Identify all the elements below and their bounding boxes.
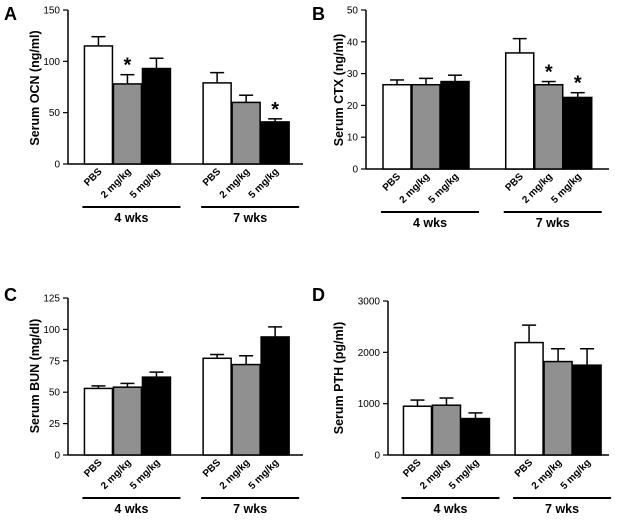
significance-marker: *: [271, 99, 279, 121]
y-axis-label: Serum PTH (pg/ml): [332, 322, 346, 435]
bar: [83, 387, 114, 456]
x-tick-label: 2 mg/kg: [418, 457, 453, 492]
y-tick-label: 0: [54, 451, 60, 462]
bar: [83, 45, 114, 165]
bar: [202, 82, 232, 165]
x-tick-label: 5 mg/kg: [128, 457, 163, 492]
y-tick-label: 50: [347, 6, 359, 17]
y-tick-label: 0: [54, 160, 60, 171]
y-axis-label: Serum BUN (mg/dl): [28, 319, 42, 434]
bar: [382, 83, 412, 170]
x-tick-label: PBS: [201, 166, 224, 189]
group-label: 7 wks: [536, 216, 570, 230]
bar: [440, 80, 470, 170]
x-tick-label: PBS: [82, 166, 105, 189]
group-label: 4 wks: [413, 216, 447, 230]
bar: [112, 83, 143, 165]
x-tick-label: PBS: [401, 457, 424, 480]
x-tick-label: 2 mg/kg: [218, 166, 253, 201]
x-tick-label: 5 mg/kg: [549, 171, 584, 206]
bar: [514, 341, 544, 456]
x-tick-label: PBS: [513, 457, 536, 480]
panel-letter: B: [312, 4, 325, 24]
panel-letter: C: [4, 285, 17, 305]
bar: [504, 52, 535, 170]
x-tick-label: 2 mg/kg: [99, 457, 134, 492]
y-tick-label: 30: [347, 69, 359, 80]
y-tick-label: 3000: [358, 297, 381, 308]
y-tick-label: 50: [49, 388, 61, 399]
bar: [543, 360, 573, 456]
y-tick-label: 150: [43, 6, 60, 17]
y-tick-label: 2000: [358, 348, 381, 359]
x-tick-label: 5 mg/kg: [447, 457, 482, 492]
group-label: 7 wks: [545, 502, 579, 516]
y-tick-label: 75: [49, 356, 61, 367]
x-tick-label: 2 mg/kg: [99, 166, 134, 201]
y-tick-label: 50: [49, 108, 61, 119]
x-tick-label: 5 mg/kg: [247, 457, 282, 492]
panel-letter: A: [4, 4, 17, 24]
significance-marker: *: [124, 55, 132, 77]
bar: [141, 67, 172, 165]
x-tick-label: 2 mg/kg: [218, 457, 253, 492]
y-tick-label: 100: [43, 325, 60, 336]
y-tick-label: 0: [352, 165, 358, 176]
group-label: 7 wks: [233, 502, 267, 516]
bar: [402, 405, 433, 456]
x-tick-label: PBS: [82, 457, 105, 480]
x-tick-label: 5 mg/kg: [559, 457, 594, 492]
x-tick-label: 5 mg/kg: [128, 166, 163, 201]
y-axis-label: Serum OCN (ng/ml): [28, 30, 42, 145]
y-tick-label: 20: [347, 101, 359, 112]
bar: [533, 83, 564, 170]
group-label: 4 wks: [114, 502, 148, 516]
x-tick-label: PBS: [504, 171, 527, 194]
bar: [460, 417, 491, 456]
bar: [231, 363, 261, 456]
bar: [260, 336, 290, 456]
y-tick-label: 40: [347, 37, 359, 48]
panel-letter: D: [312, 285, 325, 305]
y-tick-label: 10: [347, 133, 359, 144]
bar: [141, 376, 172, 456]
bar: [112, 386, 143, 456]
bar: [562, 96, 593, 170]
y-tick-label: 0: [374, 451, 380, 462]
x-tick-label: 2 mg/kg: [520, 171, 555, 206]
x-tick-label: 2 mg/kg: [398, 171, 433, 206]
x-tick-label: PBS: [201, 457, 224, 480]
y-tick-label: 125: [43, 294, 60, 305]
bar: [411, 83, 441, 170]
bar: [231, 101, 261, 165]
group-label: 7 wks: [233, 211, 267, 225]
y-tick-label: 25: [49, 419, 61, 430]
y-axis-label: Serum CTX (ng/ml): [332, 34, 346, 147]
bar: [202, 357, 232, 456]
bar: [431, 404, 462, 456]
significance-marker: *: [574, 73, 582, 95]
x-tick-label: PBS: [381, 171, 404, 194]
y-tick-label: 1000: [358, 399, 381, 410]
x-tick-label: 5 mg/kg: [427, 171, 462, 206]
x-tick-label: 2 mg/kg: [530, 457, 565, 492]
y-tick-label: 100: [43, 57, 60, 68]
bar: [260, 121, 290, 165]
significance-marker: *: [545, 62, 553, 84]
group-label: 4 wks: [433, 502, 467, 516]
bar: [572, 364, 602, 456]
group-label: 4 wks: [114, 211, 148, 225]
x-tick-label: 5 mg/kg: [247, 166, 282, 201]
